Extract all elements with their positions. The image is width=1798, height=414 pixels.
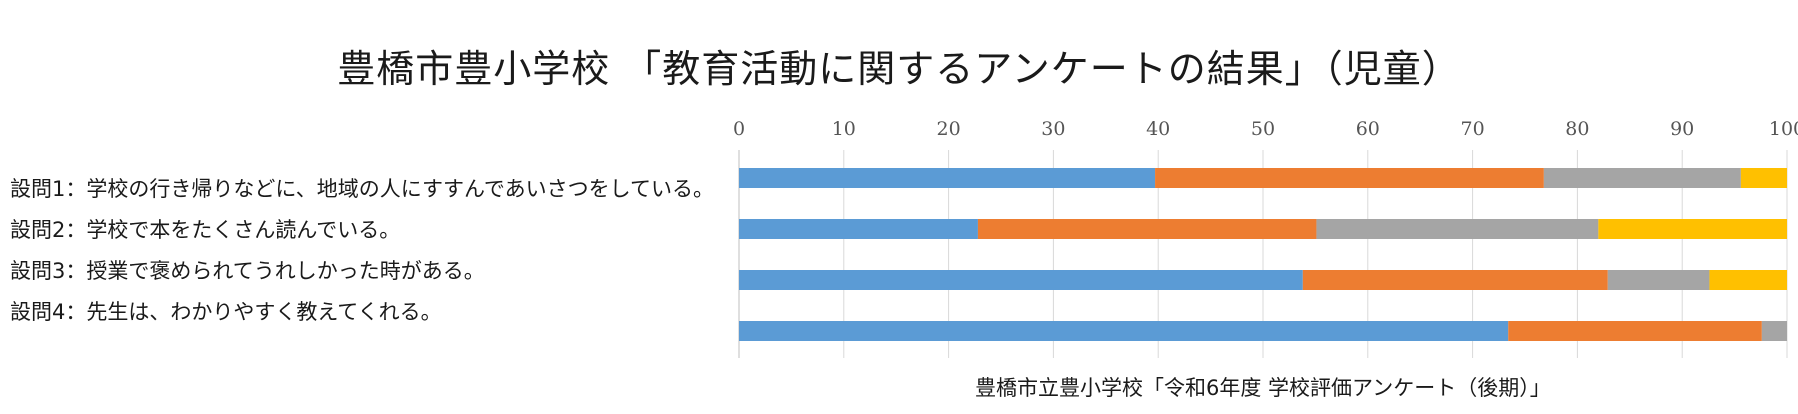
bar-q4-series1 (739, 321, 1509, 341)
x-tick-label-30: 30 (1041, 118, 1065, 140)
bar-q3-series1 (739, 270, 1303, 290)
question-label-1: 設問1：学校の行き帰りなどに、地域の人にすすんであいさつをしている。 (10, 177, 715, 201)
chart-title: 豊橋市豊小学校 「教育活動に関するアンケートの結果」（児童） (337, 47, 1461, 91)
bar-q1-series4 (1740, 168, 1787, 188)
question-label-2: 設問2：学校で本をたくさん読んでいる。 (10, 218, 401, 242)
bar-q3-series3 (1607, 270, 1710, 290)
bar-q2-series3 (1316, 219, 1599, 239)
x-tick-label-40: 40 (1146, 118, 1170, 140)
x-tick-label-100: 100 (1769, 118, 1798, 140)
x-tick-label-10: 10 (832, 118, 856, 140)
bar-q2-series4 (1598, 219, 1787, 239)
x-tick-label-70: 70 (1461, 118, 1485, 140)
bar-q3-series4 (1709, 270, 1787, 290)
bar-q2-series2 (977, 219, 1317, 239)
x-tick-label-60: 60 (1356, 118, 1380, 140)
bar-q4-series2 (1508, 321, 1762, 341)
bar-q3-series2 (1302, 270, 1608, 290)
question-label-3: 設問3：授業で褒められてうれしかった時がある。 (10, 259, 485, 283)
bar-q1-series2 (1155, 168, 1544, 188)
x-axis-title: 豊橋市立豊小学校「令和6年度 学校評価アンケート（後期）」 (975, 376, 1551, 400)
x-tick-label-50: 50 (1251, 118, 1275, 140)
bar-q1-series1 (739, 168, 1156, 188)
x-tick-label-90: 90 (1670, 118, 1694, 140)
bar-q4-series3 (1761, 321, 1787, 341)
x-tick-label-0: 0 (733, 118, 745, 140)
bar-q2-series1 (739, 219, 978, 239)
bar-q1-series3 (1543, 168, 1741, 188)
x-tick-label-20: 20 (937, 118, 961, 140)
x-tick-label-80: 80 (1565, 118, 1589, 140)
question-label-4: 設問4：先生は、わかりやすく教えてくれる。 (10, 300, 442, 324)
